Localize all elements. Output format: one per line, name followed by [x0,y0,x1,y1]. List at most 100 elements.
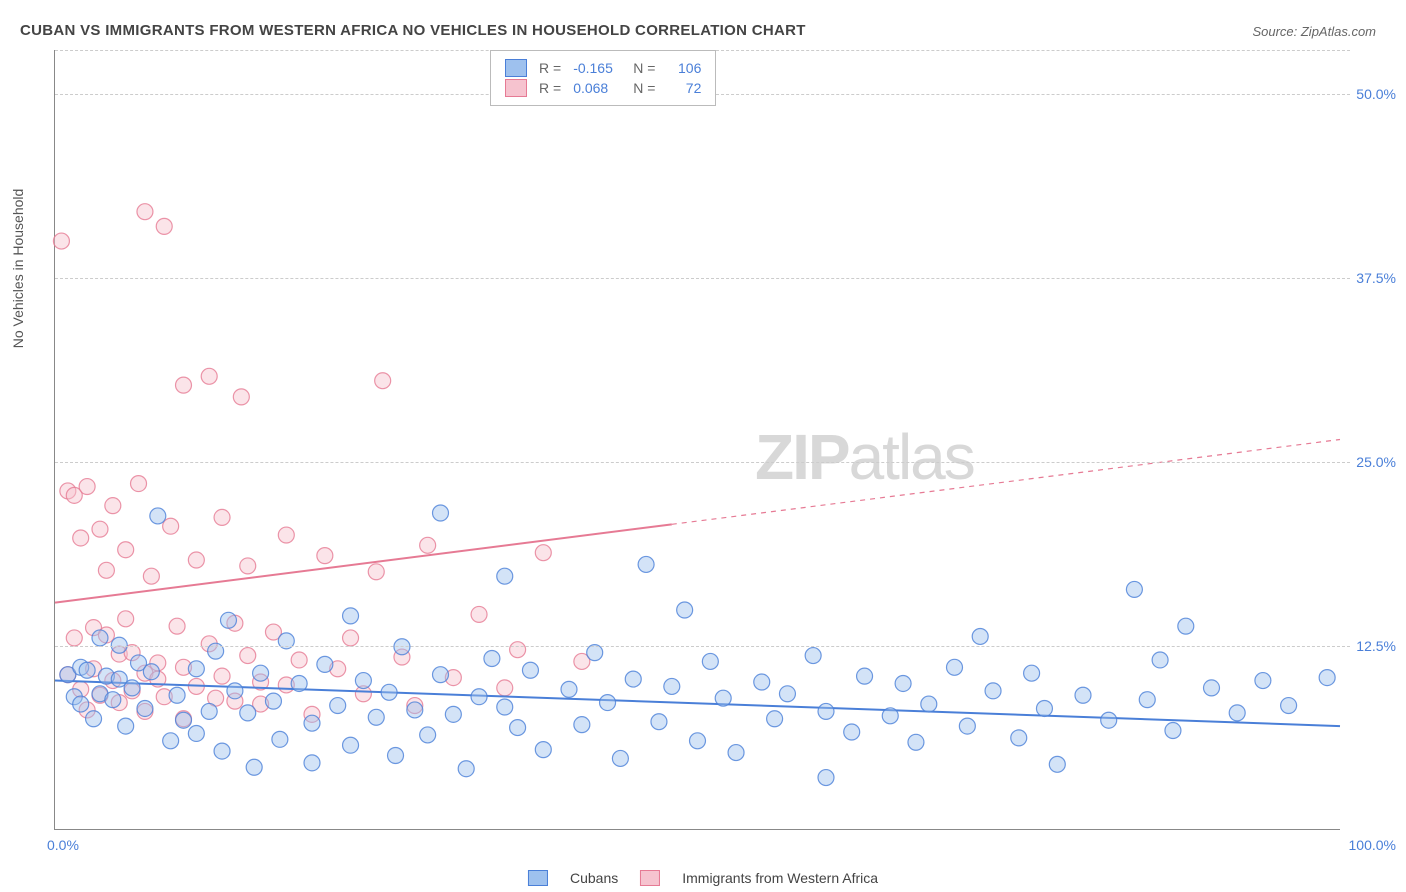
series-legend: Cubans Immigrants from Western Africa [528,870,878,886]
gridline [55,462,1350,463]
cubans-point [1319,670,1335,686]
cubans-point [73,696,89,712]
western-africa-point [66,630,82,646]
cubans-point [420,727,436,743]
cubans-point [985,683,1001,699]
western-africa-point [291,652,307,668]
cubans-point [92,630,108,646]
cubans-point [1281,698,1297,714]
western-africa-point [118,611,134,627]
cubans-point [561,681,577,697]
cubans-point [118,718,134,734]
cubans-point [124,680,140,696]
legend-row: R =0.068N =72 [505,79,701,97]
cubans-point [767,711,783,727]
cubans-point [86,711,102,727]
cubans-point [1229,705,1245,721]
western-africa-point [118,542,134,558]
legend-swatch [528,870,548,886]
cubans-point [959,718,975,734]
cubans-point [1126,581,1142,597]
western-africa-point [471,606,487,622]
western-africa-point [535,545,551,561]
cubans-point [433,505,449,521]
cubans-point [728,745,744,761]
cubans-point [754,674,770,690]
western-africa-point [201,368,217,384]
cubans-point [1049,756,1065,772]
cubans-point [600,695,616,711]
cubans-point [535,742,551,758]
cubans-point [895,675,911,691]
western-africa-point [510,642,526,658]
cubans-point [574,717,590,733]
cubans-point [1011,730,1027,746]
cubans-point [1024,665,1040,681]
cubans-point [1152,652,1168,668]
cubans-point [458,761,474,777]
western-africa-point [368,564,384,580]
cubans-point [625,671,641,687]
legend-series-label: Cubans [570,870,618,886]
cubans-point [484,651,500,667]
cubans-point [779,686,795,702]
cubans-point [343,608,359,624]
r-label: R = [539,80,561,96]
western-africa-point [240,558,256,574]
western-africa-point [98,562,114,578]
n-label: N = [633,60,655,76]
cubans-point [947,659,963,675]
cubans-point [253,665,269,681]
cubans-point [471,689,487,705]
cubans-point [291,675,307,691]
cubans-point [510,720,526,736]
cubans-point [1036,700,1052,716]
legend-series-label: Immigrants from Western Africa [682,870,878,886]
western-africa-point [156,218,172,234]
cubans-point [317,656,333,672]
cubans-point [677,602,693,618]
cubans-point [921,696,937,712]
western-africa-regression-line-dashed [672,440,1340,525]
cubans-point [137,700,153,716]
x-tick-label-right: 100.0% [1349,837,1396,853]
cubans-point [1255,673,1271,689]
cubans-point [388,748,404,764]
cubans-point [715,690,731,706]
cubans-point [163,733,179,749]
n-label: N = [633,80,655,96]
cubans-point [188,725,204,741]
cubans-point [818,770,834,786]
cubans-point [381,684,397,700]
western-africa-point [143,568,159,584]
cubans-point [522,662,538,678]
cubans-point [972,628,988,644]
cubans-point [368,709,384,725]
scatter-svg [55,50,1340,829]
n-value: 72 [667,80,701,96]
legend-swatch [505,59,527,77]
western-africa-point [420,537,436,553]
cubans-point [612,750,628,766]
cubans-point [1075,687,1091,703]
western-africa-point [188,552,204,568]
cubans-point [497,699,513,715]
y-tick-label: 12.5% [1346,638,1396,654]
cubans-point [651,714,667,730]
western-africa-point [79,479,95,495]
cubans-point [150,508,166,524]
cubans-point [805,648,821,664]
cubans-point [201,703,217,719]
y-tick-label: 50.0% [1346,86,1396,102]
western-africa-point [233,389,249,405]
n-value: 106 [667,60,701,76]
cubans-point [1139,692,1155,708]
cubans-point [882,708,898,724]
cubans-point [818,703,834,719]
gridline [55,278,1350,279]
cubans-point [304,715,320,731]
cubans-point [240,705,256,721]
cubans-point [908,734,924,750]
cubans-point [497,568,513,584]
legend-swatch [505,79,527,97]
